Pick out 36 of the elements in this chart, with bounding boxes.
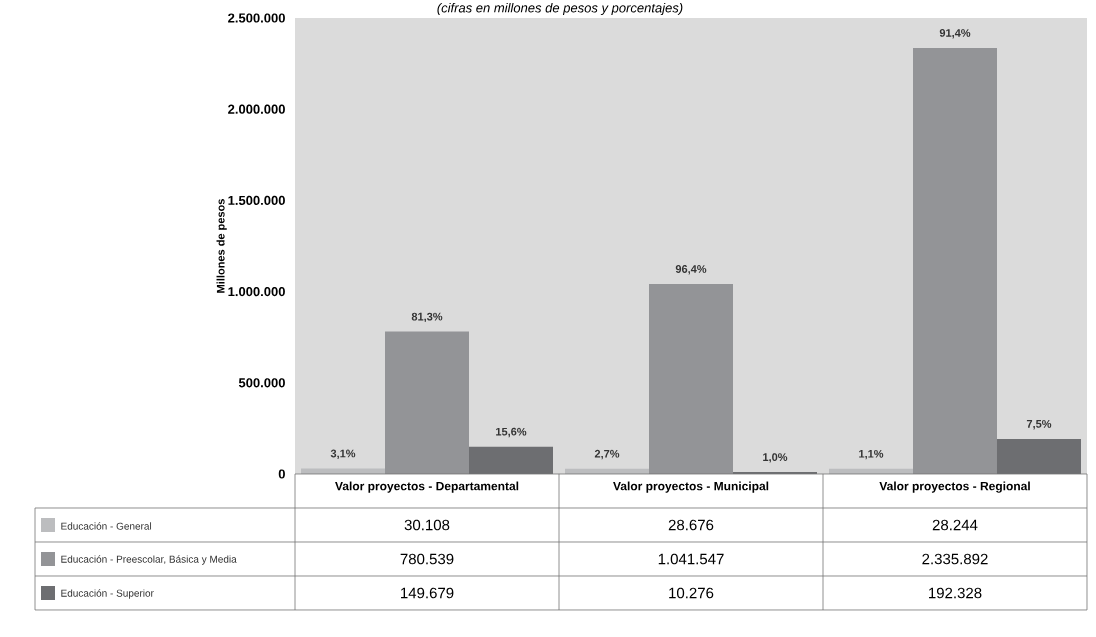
- chart-title: (cifras en millones de pesos y porcentajes): [437, 2, 683, 16]
- annotation: 91,4%: [939, 29, 971, 39]
- data-label: 2.335.892: [922, 553, 988, 565]
- data-label: 149.679: [401, 587, 454, 599]
- bar: [913, 47, 997, 474]
- annotation: 1,0%: [763, 453, 788, 463]
- annotation: 96,4%: [675, 265, 707, 275]
- data-label: 30.108: [404, 519, 450, 531]
- bar: [649, 284, 733, 474]
- data-label: 28.676: [668, 519, 714, 531]
- y-axis-title: Millones de pesos: [216, 199, 227, 293]
- legend-label: Educación - General: [61, 522, 152, 530]
- data-label: 192.328: [929, 587, 982, 599]
- data-label: 10.276: [669, 587, 714, 599]
- annotation: 15,6%: [496, 427, 527, 438]
- legend-label: Educación - Superior: [61, 589, 154, 599]
- y-tick-label: 0: [278, 469, 285, 479]
- x-tick-label: Valor proyectos - Municipal: [613, 481, 769, 493]
- data-label: 28.244: [932, 519, 978, 531]
- legend-label: Educación - Preescolar, Básica y Media: [61, 555, 237, 565]
- y-tick-label: 1.000.000: [228, 286, 285, 297]
- y-tick-label: 2.500.000: [228, 13, 285, 23]
- y-tick-label: 1.500.000: [228, 195, 285, 205]
- x-tick-label: Valor proyectos - Departamental: [335, 481, 519, 493]
- annotation: 1,1%: [859, 449, 884, 460]
- bar: [385, 331, 470, 474]
- annotation: 3,1%: [330, 449, 356, 459]
- annotation: 81,3%: [411, 312, 443, 323]
- annotation: 7,5%: [1026, 420, 1052, 430]
- annotation: 2,7%: [594, 449, 620, 460]
- y-tick-label: 2.000.000: [228, 104, 285, 114]
- y-tick-label: 500.000: [238, 378, 285, 388]
- data-label: 1.041.547: [658, 553, 724, 565]
- x-tick-label: Valor proyectos - Regional: [879, 481, 1030, 493]
- data-label: 780.539: [400, 553, 454, 565]
- bar: [301, 468, 386, 474]
